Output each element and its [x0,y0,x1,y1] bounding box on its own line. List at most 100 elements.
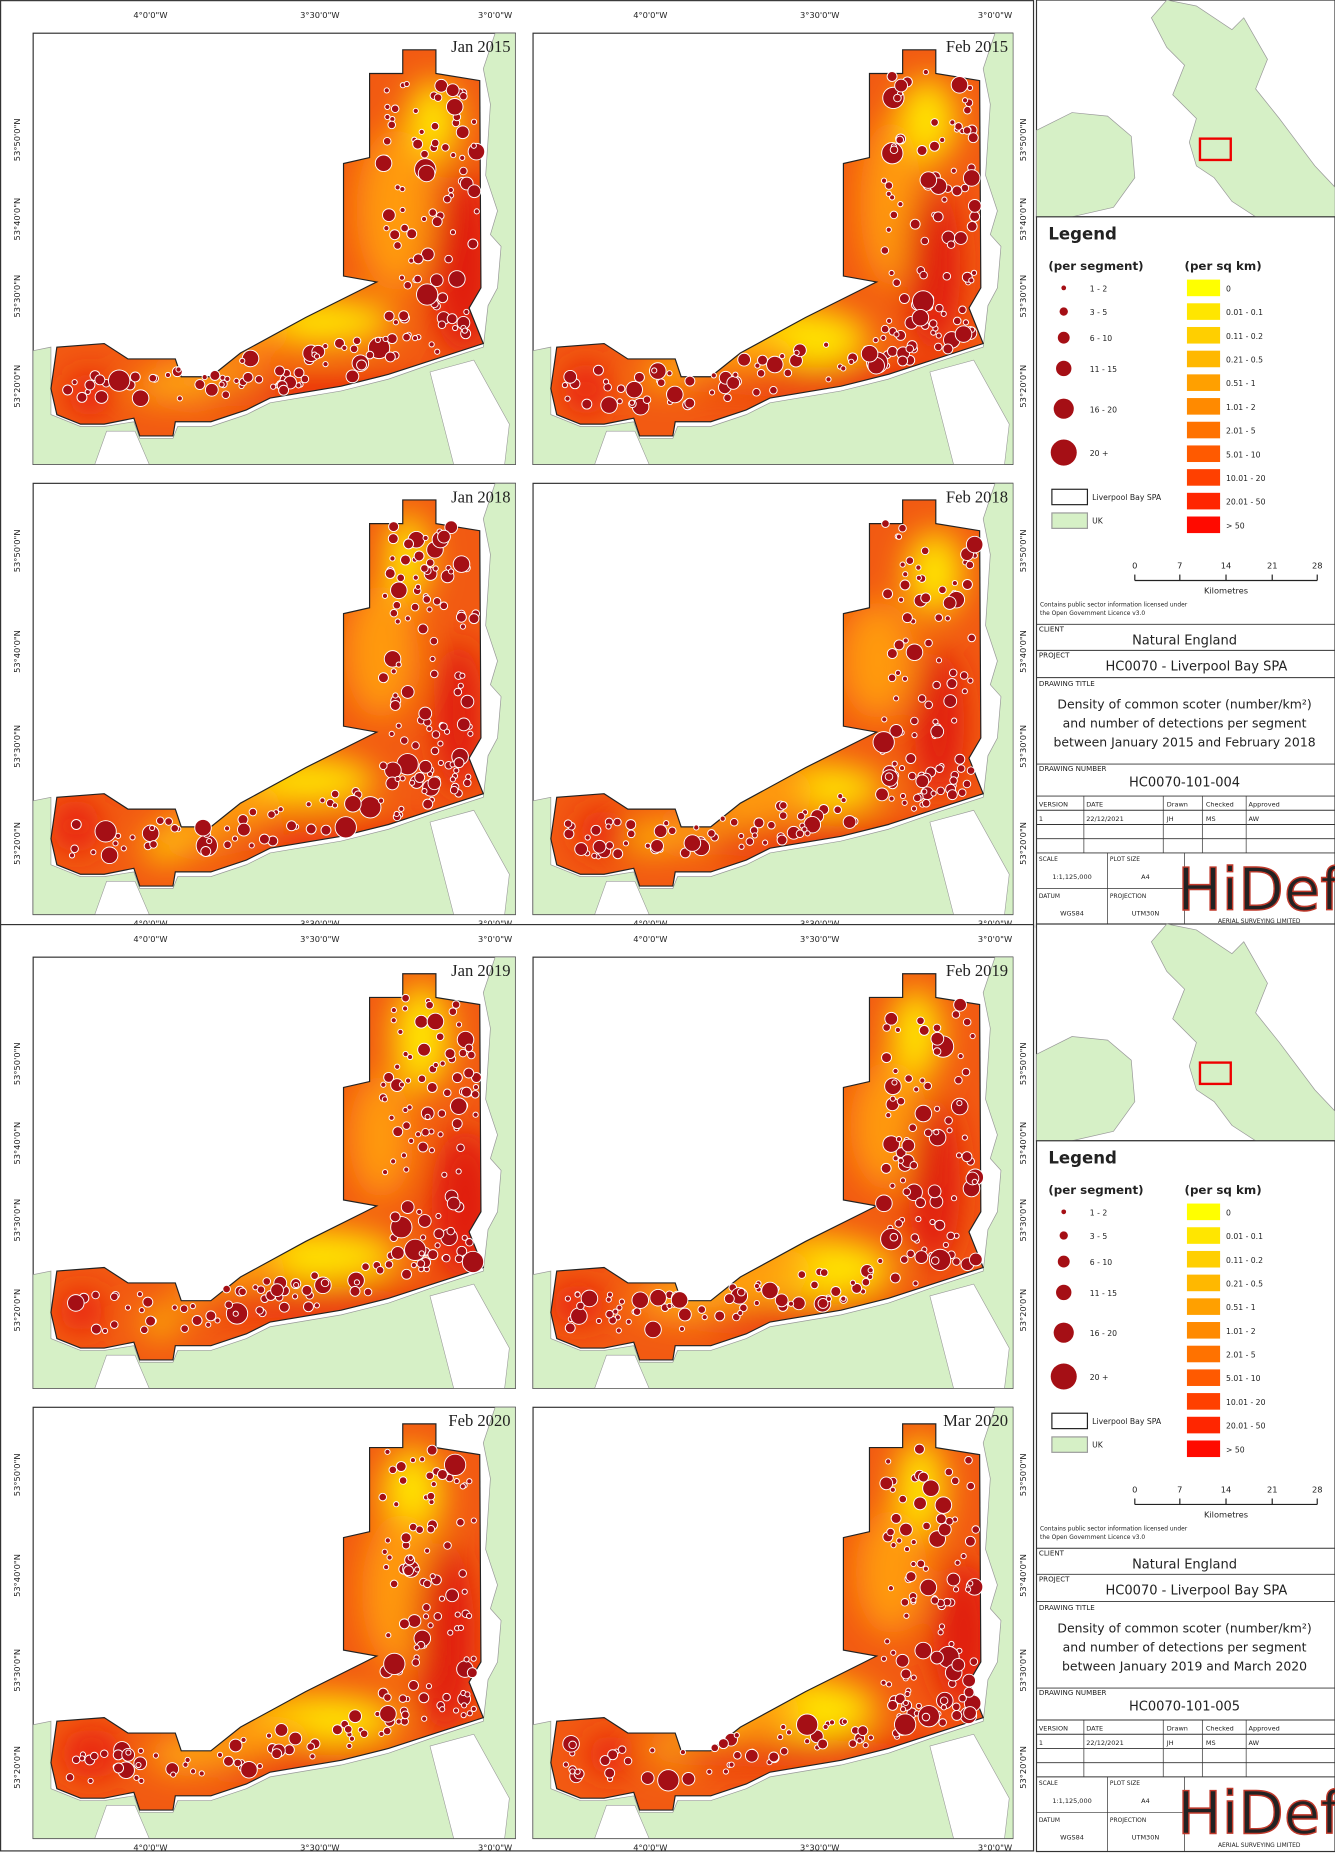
detection-dot [470,1655,477,1662]
legend-label: 16 - 20 [1090,1329,1117,1338]
detection-dot [306,1742,315,1751]
estuary [594,881,650,915]
legend-dot [1057,1255,1070,1268]
study-area-box [1198,1061,1232,1086]
detection-dot [429,1573,436,1580]
detection-dot [916,1559,926,1569]
detection-dot [941,196,948,203]
detection-dot [437,320,447,329]
detection-dot [345,369,360,384]
detection-dot [415,1131,422,1138]
detection-dot [94,374,106,386]
lat-label: 53°20'0"N [1018,822,1028,865]
detection-dot [898,1494,908,1504]
detection-dot [909,1161,919,1170]
detection-dot [906,1249,915,1259]
detection-dot [899,1522,913,1537]
legend-dot [1053,398,1074,419]
detection-dot [137,1747,144,1754]
detection-dot [894,78,908,93]
detection-dot [392,319,399,326]
detection-dot [657,1769,680,1792]
table-header: Approved [1249,1725,1280,1733]
detection-dot [383,310,395,322]
detection-dot [451,1072,463,1084]
detection-dot [779,1747,789,1756]
detection-dot [300,374,310,384]
detection-dot [738,832,745,840]
detection-dot [449,785,459,795]
detection-dot [791,1296,806,1311]
detection-dot [464,1691,471,1698]
detection-dot [891,760,898,767]
field-value: A4 [1141,1797,1150,1805]
detection-dot [252,1284,259,1291]
detection-dot [729,817,739,827]
lat-label: 53°40'0"N [1018,1122,1028,1165]
lat-label: 53°40'0"N [1018,198,1028,241]
detection-dot [403,538,415,550]
detection-dot [427,776,442,791]
detection-dot [751,832,758,839]
detection-dot [446,1196,461,1211]
detection-dot [958,1693,967,1703]
legend-dot [1057,331,1070,344]
lon-label: 3°30'0"W [300,1842,340,1852]
detection-dot [564,1295,571,1302]
estuary [929,1283,1010,1389]
detection-dot [877,1257,884,1265]
detection-dot [920,236,930,246]
table-cell: JH [1166,1739,1174,1747]
detection-dot [65,1773,75,1782]
lat-label: 53°50'0"N [1018,529,1028,572]
detection-dot [402,1106,409,1114]
detection-dot [222,1284,231,1294]
detection-dot [384,103,391,110]
detection-dot [341,344,348,351]
detection-dot [348,1735,356,1742]
detection-dot [887,673,897,683]
detection-dot [383,1564,390,1571]
detection-dot [448,270,466,288]
detection-dot [428,1147,435,1154]
detection-dot [453,687,463,697]
detection-dot [708,389,716,396]
detection-dot [907,771,917,781]
detection-dot [563,369,578,384]
detection-dot [385,1632,392,1639]
legend-swatch [1186,303,1221,320]
detection-dot [568,1740,577,1750]
detection-dot [442,1692,451,1702]
legend-label: 0.21 - 0.5 [1226,356,1263,365]
detection-dot [801,826,808,833]
detection-dot [305,801,312,808]
spa-boundary [550,1423,984,1811]
lon-label: 3°0'0"W [478,918,512,928]
detection-dot [897,355,909,367]
detection-dot [412,107,419,114]
lat-label: 53°30'0"N [12,1649,22,1692]
detection-dot [403,1565,415,1577]
detection-dot [940,1704,947,1711]
detection-dot [398,274,406,281]
detection-dot [911,732,918,739]
detection-dot [562,1761,569,1768]
detection-dot [966,84,974,92]
detection-dot [900,1255,909,1264]
detection-dot [301,1284,313,1296]
density-blob [855,1508,928,1636]
detection-dot [410,602,420,612]
detection-dot [570,1307,588,1325]
detection-dot [969,1032,976,1040]
detection-dot [198,1770,205,1777]
detection-dot [417,623,429,635]
detection-dot [969,1657,979,1666]
credit: Contains public sector information licen… [1040,1526,1188,1532]
detection-dot [592,364,604,376]
detection-dot [732,371,739,378]
map-panel: Feb 2019 [532,956,1014,1389]
detection-dot [934,1496,953,1514]
detection-dot [382,208,396,223]
drawing-title: Density of common scoter (number/km²) [1057,1620,1311,1635]
detection-dot [242,371,254,383]
